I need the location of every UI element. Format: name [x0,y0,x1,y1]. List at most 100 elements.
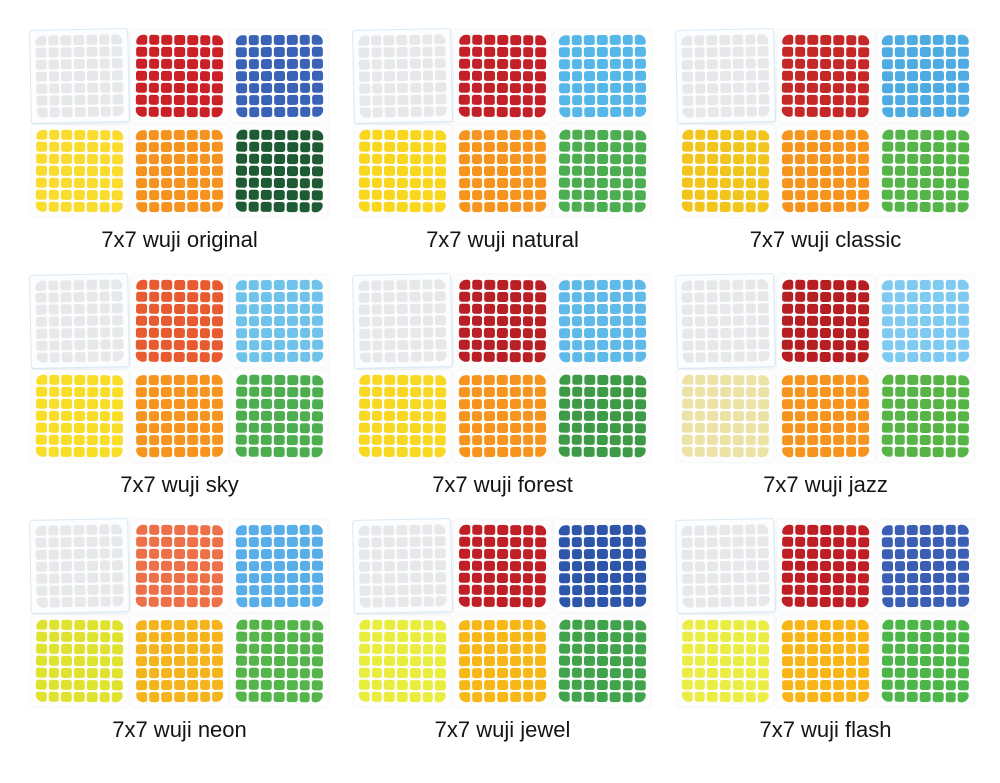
sticker-sheet-blue [876,29,975,123]
sticker-tile [434,524,446,535]
sticker-tile [635,94,647,105]
sticker-tile [832,643,844,654]
sticker-tile [434,291,446,302]
sticker-tile [907,95,919,106]
sticker-tile [48,679,60,690]
sticker-tile [161,351,172,362]
sticker-tile [794,399,806,410]
sticker-tile [261,619,273,630]
sticker-tile [894,201,906,212]
sticker-tile [471,536,483,547]
sticker-tile [782,46,793,57]
sticker-sheet-green [876,124,975,218]
sticker-tile [212,59,224,70]
sticker-tile [694,189,706,200]
sticker-tile [248,340,260,351]
sticker-tile [261,597,273,608]
sticker-tile [894,129,906,140]
sticker-tile [173,141,185,153]
sticker-tile [907,434,918,445]
sticker-tile [48,201,60,212]
sticker-tile [920,339,932,351]
sticker-tile [173,584,185,596]
sticker-tile [610,142,621,153]
sticker-tile [597,339,609,351]
sticker-tile [274,153,285,165]
sticker-tile [274,643,285,655]
sticker-tile [920,129,932,141]
sticker-tile [881,525,893,536]
sticker-tile [48,83,60,94]
sticker-tile [161,190,173,201]
sticker-tile [371,71,383,82]
sticker-tile [858,631,869,642]
sticker-tile [945,94,957,105]
sticker-tile [907,177,919,188]
sticker-tile [819,129,831,141]
sticker-tile [484,291,496,302]
sticker-tile [35,679,47,690]
sticker-tile [744,34,756,45]
sticker-tile [471,620,483,631]
sticker-tile [782,202,793,213]
sticker-tile [174,691,186,703]
sticker-tile [458,572,470,583]
sticker-tile [358,201,370,212]
sticker-tile [248,352,260,363]
sticker-tile [48,655,60,666]
sheet-group-forest [353,274,652,463]
sticker-tile [435,620,447,631]
sticker-tile [422,399,434,410]
sticker-tile [681,525,693,536]
sticker-tile [745,94,757,105]
sticker-tile [174,655,185,667]
sticker-tile [881,561,893,572]
sticker-tile [695,352,707,363]
sticker-tile [781,596,793,607]
sticker-tile [820,58,831,70]
sticker-tile [49,95,60,106]
sticker-tile [858,141,869,152]
sticker-tile [458,387,470,398]
sticker-tile [706,537,718,548]
sticker-tile [274,327,285,339]
sticker-tile [571,328,583,339]
sticker-tile [48,398,60,409]
sticker-tile [845,189,857,200]
sticker-tile [535,177,547,188]
sticker-tile [881,316,893,327]
sticker-tile [471,524,483,535]
sticker-tile [274,315,285,327]
sticker-tile [86,423,98,434]
sticker-tile [370,280,382,291]
sticker-tile [73,524,85,536]
sticker-tile [312,375,324,386]
sticker-tile [958,351,970,362]
sticker-tile [635,632,647,643]
sticker-tile [694,47,706,58]
sticker-tile [86,303,98,314]
sticker-tile [236,129,248,140]
sticker-tile [958,303,969,314]
sticker-tile [87,130,98,141]
sticker-tile [858,549,870,560]
sticker-tile [372,107,384,118]
sticker-tile [484,142,496,153]
sticker-tile [758,375,770,386]
sticker-tile [484,680,496,691]
sticker-tile [148,399,160,410]
sticker-tile [894,561,906,572]
sticker-tile [682,107,694,118]
sticker-tile [535,573,546,584]
sticker-tile [781,315,793,326]
sticker-tile [471,291,483,302]
sticker-tile [312,327,324,338]
variant-label-neon: 7x7 wuji neon [112,717,247,742]
sticker-tile [422,644,434,655]
sticker-tile [248,655,260,666]
sticker-tile [409,548,421,559]
sticker-tile [112,375,124,386]
sticker-tile [35,537,47,548]
sticker-tile [745,190,757,201]
sticker-sheet-yellow [30,614,129,708]
